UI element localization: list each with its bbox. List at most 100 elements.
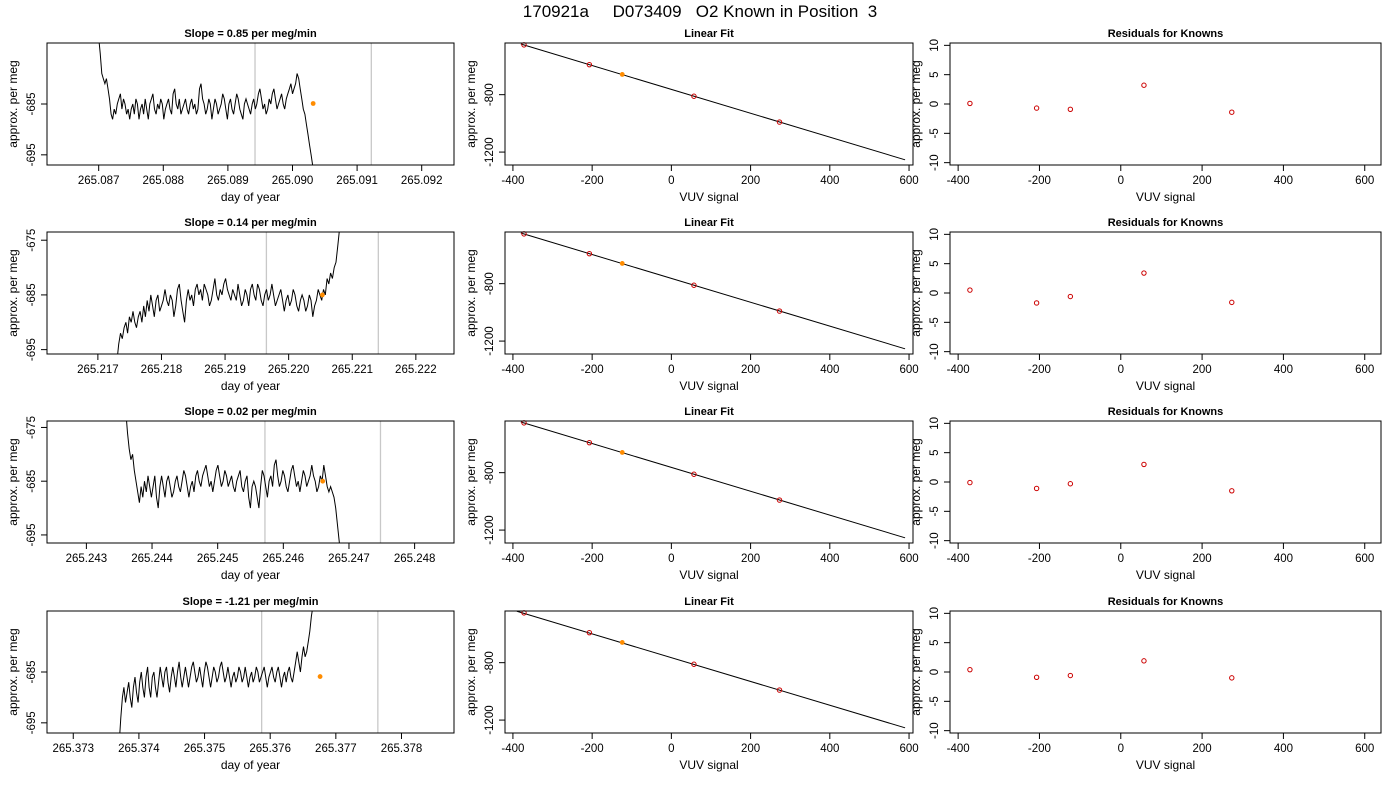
- chart-row-1: 265.087 265.088 265.089 265.090 265.091 265.0…: [6, 28, 1382, 204]
- residual-point: [1067, 293, 1074, 300]
- panel-title: Slope = 0.14 per meg/min: [184, 217, 317, 229]
- y-tick-label: 10: [929, 607, 941, 620]
- panel-title: Residuals for Knowns: [1108, 217, 1224, 229]
- time-series-panel: 265.217 265.218 265.219 265.220 265.221 265.2…: [6, 217, 455, 393]
- x-tick-label: -200: [581, 364, 604, 376]
- plot-frame: [504, 610, 914, 734]
- chart-row-4: 265.373 265.374 265.375 265.376 265.377 265.3…: [6, 596, 1382, 772]
- x-axis-label: VUV signal: [679, 379, 738, 393]
- x-axis-label: VUV signal: [679, 568, 738, 582]
- x-tick-label: 265.243: [66, 553, 108, 565]
- y-tick-label: -675: [26, 416, 38, 439]
- x-tick-label: 265.375: [184, 743, 226, 755]
- y-axis-label: approx. per meg: [6, 249, 20, 336]
- plot-frame: [949, 610, 1382, 734]
- x-tick-label: 265.245: [197, 553, 239, 565]
- x-tick-label: 400: [1274, 364, 1293, 376]
- time-series-panel: 265.243 265.244 265.245 265.246 265.247 265.2…: [6, 406, 455, 582]
- calibration-point: [776, 687, 783, 693]
- x-tick-label: 265.217: [77, 364, 119, 376]
- x-tick-label: -200: [1028, 743, 1051, 755]
- panel-title: Linear Fit: [684, 217, 734, 229]
- x-tick-label: 265.091: [336, 175, 378, 187]
- residual-point: [1141, 82, 1147, 88]
- x-tick-label: 265.373: [52, 743, 94, 755]
- fit-line: [520, 232, 906, 350]
- x-axis-label: day of year: [221, 379, 280, 393]
- y-tick-label: 0: [929, 479, 941, 485]
- panel-title: Slope = 0.02 per meg/min: [184, 406, 317, 418]
- x-axis-label: VUV signal: [679, 758, 738, 772]
- known-point: [619, 640, 625, 645]
- x-tick-label: 600: [1355, 175, 1374, 187]
- x-tick-label: 600: [899, 175, 918, 187]
- mean-marker: [319, 292, 325, 298]
- y-axis-label: approx. per meg: [464, 438, 478, 525]
- x-tick-label: -400: [501, 364, 524, 376]
- linear-fit-panel: -400 -200 0 200 400 600 -800 -1200 Linear Fit VUV…: [464, 28, 919, 204]
- x-tick-label: -200: [1028, 364, 1051, 376]
- y-axis-label: approx. per meg: [909, 249, 923, 336]
- residuals-panel: -400 -200 0 200 400 600 10 5 0 -5 -10 Residuals for…: [909, 28, 1382, 204]
- x-tick-label: 265.218: [141, 364, 183, 376]
- x-tick-label: 0: [668, 364, 674, 376]
- panel-title: Linear Fit: [684, 596, 734, 608]
- residual-point: [1229, 299, 1235, 306]
- y-tick-label: -10: [929, 722, 941, 739]
- figure-title: 170921a D073409 O2 Known in Position 3: [522, 2, 878, 21]
- x-tick-label: 265.247: [328, 553, 370, 565]
- plot-area: [119, 611, 379, 733]
- x-tick-label: -400: [501, 553, 524, 565]
- y-tick-label: -685: [26, 283, 38, 306]
- x-tick-label: 400: [1274, 743, 1293, 755]
- fit-line: [520, 421, 906, 539]
- x-tick-label: -200: [581, 553, 604, 565]
- x-tick-label: 265.219: [204, 364, 246, 376]
- x-tick-label: 400: [820, 743, 839, 755]
- x-tick-label: 265.221: [331, 364, 373, 376]
- x-tick-label: -200: [1028, 175, 1051, 187]
- y-tick-label: -675: [26, 229, 38, 252]
- x-axis-label: VUV signal: [1136, 758, 1195, 772]
- y-axis-label: approx. per meg: [464, 249, 478, 336]
- known-point: [619, 450, 625, 455]
- x-tick-label: 265.377: [315, 743, 357, 755]
- y-axis-label: approx. per meg: [6, 628, 20, 715]
- x-tick-label: 200: [741, 743, 760, 755]
- residual-point: [1033, 300, 1040, 306]
- y-tick-label: -800: [484, 651, 496, 674]
- x-axis-label: VUV signal: [1136, 568, 1195, 582]
- plot-frame: [949, 420, 1382, 544]
- x-tick-label: 265.092: [401, 175, 443, 187]
- y-tick-label: 5: [929, 449, 941, 455]
- chart-row-2: 265.217 265.218 265.219 265.220 265.221 265.2…: [6, 217, 1382, 393]
- time-series-panel: 265.087 265.088 265.089 265.090 265.091 265.0…: [6, 28, 455, 204]
- residual-point: [1033, 674, 1040, 680]
- calibration-point: [691, 282, 697, 288]
- x-tick-label: -400: [501, 743, 524, 755]
- residual-point: [1067, 481, 1074, 487]
- x-tick-label: 400: [1274, 553, 1293, 565]
- y-tick-label: -10: [929, 154, 941, 171]
- panel-title: Residuals for Knowns: [1108, 596, 1224, 608]
- residuals-panel: -400 -200 0 200 400 600 10 5 0 -5 -10 Residuals for…: [909, 406, 1382, 582]
- x-tick-label: 265.374: [118, 743, 160, 755]
- residual-point: [1033, 485, 1040, 492]
- x-tick-label: 200: [1193, 553, 1212, 565]
- y-tick-label: 0: [929, 290, 941, 296]
- x-tick-label: 265.090: [272, 175, 314, 187]
- plot-frame: [46, 231, 455, 355]
- panel-title: Slope = 0.85 per meg/min: [184, 28, 317, 40]
- x-tick-label: -400: [947, 364, 970, 376]
- fit-line: [520, 43, 906, 161]
- y-tick-label: -1200: [484, 137, 496, 166]
- plot-frame: [949, 231, 1382, 355]
- x-tick-label: 265.244: [131, 553, 173, 565]
- y-axis-label: approx. per meg: [909, 628, 923, 715]
- x-tick-label: 0: [1118, 743, 1124, 755]
- x-tick-label: 0: [1118, 553, 1124, 565]
- known-point: [619, 72, 625, 77]
- calibration-point: [586, 629, 593, 636]
- calibration-point: [586, 250, 593, 257]
- plot-area: [126, 421, 382, 543]
